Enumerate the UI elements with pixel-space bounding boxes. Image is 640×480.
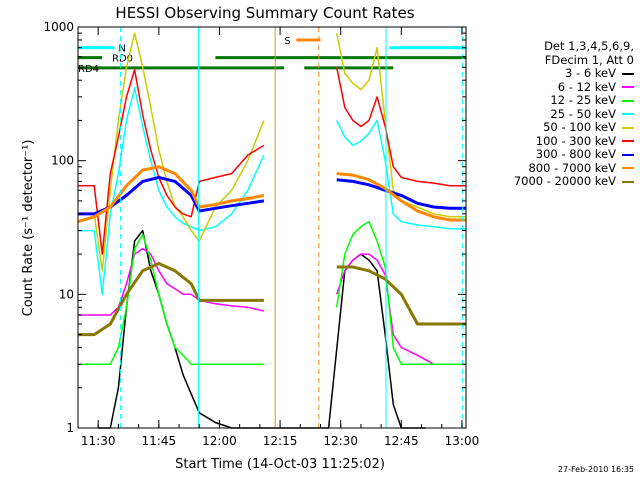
data-series <box>77 32 466 429</box>
legend-swatch <box>622 153 634 156</box>
legend-label: 25 - 50 keV <box>550 106 616 121</box>
x-tick-label: 11:30 <box>81 434 116 448</box>
legend-header-line-2: FDecim 1, Att 0 <box>544 52 634 67</box>
event-markers <box>119 27 463 428</box>
x-tick-label: 12:45 <box>384 434 419 448</box>
x-tick-label: 12:00 <box>202 434 237 448</box>
legend-header-line-1: Det 1,3,4,5,6,9, <box>544 39 634 53</box>
series-line-6 <box>78 175 466 216</box>
legend-entry: 25 - 50 keV <box>470 106 634 122</box>
plot-frame <box>77 26 467 429</box>
legend-label: 50 - 100 keV <box>543 120 616 134</box>
x-axis-label: Start Time (14-Oct-03 11:25:02) <box>175 457 385 472</box>
series-line-8 <box>78 262 466 337</box>
legend-swatch <box>622 86 634 89</box>
legend-label: 12 - 25 keV <box>550 93 616 107</box>
legend-swatch <box>622 167 634 170</box>
y-tick-label: 10 <box>59 287 74 301</box>
legend-label: 6 - 12 keV <box>557 79 616 94</box>
axes: 1 10 100 1000 11:30 11:45 12:00 12:15 12:30 12:45… <box>43 20 479 448</box>
series-line-2 <box>78 220 466 365</box>
legend-label: 3 - 6 keV <box>565 66 616 80</box>
x-tick-label: 13:00 <box>445 434 480 448</box>
x-tick-label: 12:30 <box>323 434 358 448</box>
legend-entry: 100 - 300 keV <box>470 133 634 149</box>
legend-swatch <box>622 72 634 75</box>
legend-swatch <box>622 99 634 102</box>
flag-label-n: N <box>118 44 125 55</box>
y-tick-label: 1000 <box>43 20 74 34</box>
x-tick-label: 12:15 <box>263 434 298 448</box>
legend-entry: 12 - 25 keV <box>470 93 634 108</box>
series-line-7 <box>77 165 466 224</box>
legend-label: 300 - 800 keV <box>535 147 616 161</box>
legend-label: 100 - 300 keV <box>535 133 616 148</box>
legend-swatch <box>622 113 634 116</box>
y-axis-label: Count Rate (s⁻¹ detector⁻¹) <box>21 140 36 317</box>
series-line-3 <box>78 87 466 296</box>
legend-entry: 6 - 12 keV <box>470 79 634 95</box>
legend-entry: 3 - 6 keV <box>470 66 634 81</box>
y-tick-label: 100 <box>51 154 74 168</box>
timestamp: 27-Feb-2010 16:35 <box>557 465 634 474</box>
flag-label-s: S <box>284 36 290 47</box>
legend-entry: 800 - 7000 keV <box>470 160 634 176</box>
y-tick-label: 1 <box>66 421 74 435</box>
chart-title: HESSI Observing Summary Count Rates <box>115 4 414 22</box>
flag-label-rd0: RD0 <box>112 54 133 65</box>
legend: Det 1,3,4,5,6,9, FDecim 1, Att 0 3 - 6 k… <box>470 39 634 189</box>
legend-swatch <box>622 126 634 129</box>
legend-entry: 7000 - 20000 keV <box>470 174 634 189</box>
x-tick-label: 11:45 <box>142 434 177 448</box>
legend-swatch <box>622 140 634 143</box>
legend-label: 800 - 7000 keV <box>528 160 616 175</box>
legend-label: 7000 - 20000 keV <box>513 174 616 188</box>
legend-swatch <box>622 180 634 183</box>
legend-entry: 50 - 100 keV <box>470 120 634 135</box>
legend-entry: 300 - 800 keV <box>470 147 634 162</box>
flag-label-rd4: RD4 <box>78 64 99 75</box>
